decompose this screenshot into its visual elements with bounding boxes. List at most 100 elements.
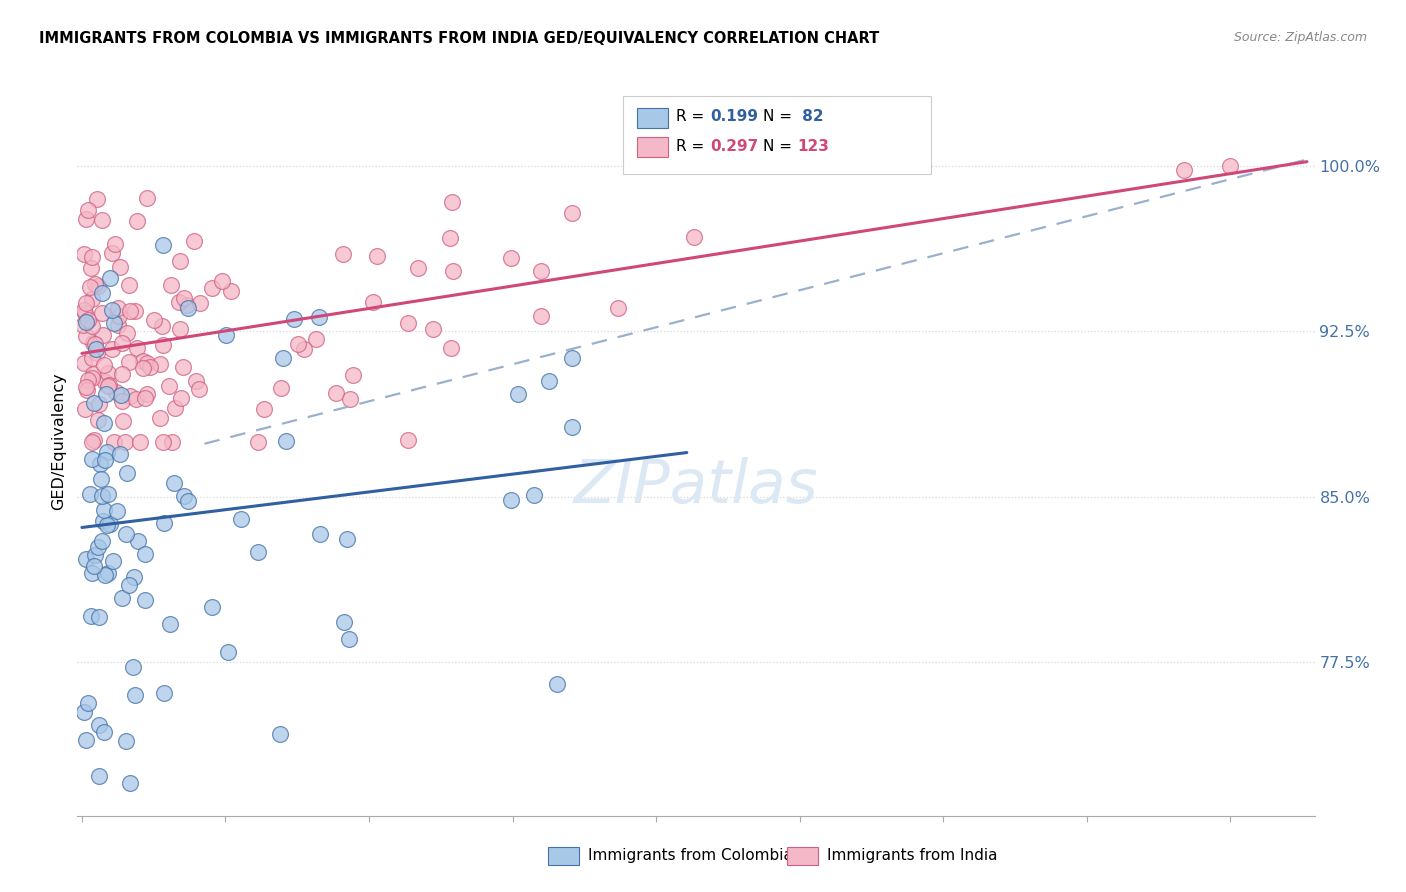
Point: [172, 359, 194, 374]
Point: [101, 554, 124, 568]
Point: [163, 401, 186, 416]
Point: [89, 718, 111, 732]
Point: [115, 466, 138, 480]
Text: Immigrants from Colombia: Immigrants from Colombia: [588, 848, 793, 863]
Point: [120, 776, 142, 790]
Point: [441, 264, 464, 278]
Point: [110, 388, 132, 402]
Point: [162, 475, 184, 490]
Point: [73, 247, 96, 261]
Point: [115, 733, 138, 747]
Point: [149, 410, 172, 425]
Point: [173, 489, 195, 503]
Point: [160, 434, 183, 449]
Point: [136, 191, 159, 205]
Point: [125, 341, 148, 355]
Point: [87, 541, 110, 555]
Point: [530, 264, 553, 278]
Point: [84, 549, 107, 563]
Point: [294, 342, 316, 356]
Point: [118, 278, 141, 293]
Point: [84, 342, 107, 356]
Point: [142, 313, 165, 327]
Point: [96, 444, 118, 458]
Point: [305, 332, 328, 346]
Point: [276, 434, 298, 449]
Point: [118, 578, 141, 592]
Point: [308, 310, 330, 324]
Point: [188, 383, 211, 397]
Point: [537, 374, 560, 388]
Point: [107, 318, 129, 333]
Point: [87, 769, 110, 783]
Point: [89, 397, 111, 411]
Point: [84, 277, 107, 292]
Point: [157, 379, 180, 393]
Point: [333, 615, 356, 630]
Point: [84, 337, 107, 351]
Point: [150, 319, 173, 334]
Point: [269, 727, 291, 741]
Point: [75, 315, 97, 329]
Point: [124, 570, 146, 584]
Point: [75, 380, 97, 394]
Point: [80, 452, 103, 467]
Point: [77, 373, 100, 387]
Text: 123: 123: [797, 139, 830, 153]
Point: [111, 336, 134, 351]
Point: [128, 434, 150, 449]
Point: [152, 434, 174, 449]
Point: [396, 316, 419, 330]
Point: [86, 193, 108, 207]
Point: [80, 371, 103, 385]
Point: [325, 385, 347, 400]
Point: [103, 434, 125, 449]
Point: [111, 591, 134, 606]
Point: [87, 413, 110, 427]
Point: [82, 434, 104, 449]
Point: [98, 271, 121, 285]
Point: [523, 488, 546, 502]
Point: [91, 286, 114, 301]
Text: Immigrants from India: Immigrants from India: [827, 848, 997, 863]
Point: [77, 313, 100, 327]
Point: [73, 401, 96, 416]
Point: [160, 278, 183, 293]
Point: [211, 273, 233, 287]
Text: 0.297: 0.297: [710, 139, 758, 153]
Point: [336, 533, 359, 547]
Point: [136, 387, 159, 401]
Point: [124, 688, 146, 702]
Text: R =: R =: [676, 110, 710, 124]
Point: [103, 317, 125, 331]
Point: [108, 447, 131, 461]
Point: [93, 568, 115, 582]
Text: R =: R =: [676, 139, 710, 153]
Point: [118, 389, 141, 403]
Point: [283, 312, 305, 326]
Y-axis label: GED/Equivalency: GED/Equivalency: [51, 373, 66, 510]
Point: [342, 368, 364, 383]
Point: [188, 296, 211, 310]
Point: [561, 351, 583, 366]
Point: [134, 547, 156, 561]
Point: [134, 593, 156, 607]
Point: [82, 335, 104, 350]
Point: [287, 337, 309, 351]
Point: [253, 401, 276, 416]
Point: [271, 351, 294, 365]
Point: [79, 280, 101, 294]
Point: [683, 230, 706, 244]
Point: [183, 234, 205, 248]
Point: [97, 366, 120, 380]
Point: [127, 214, 149, 228]
Text: N =: N =: [763, 139, 797, 153]
Point: [76, 383, 98, 397]
Point: [606, 301, 628, 315]
Point: [530, 310, 553, 324]
Point: [75, 306, 97, 320]
Point: [80, 250, 103, 264]
Point: [217, 645, 239, 659]
Point: [87, 279, 110, 293]
Point: [153, 516, 176, 530]
